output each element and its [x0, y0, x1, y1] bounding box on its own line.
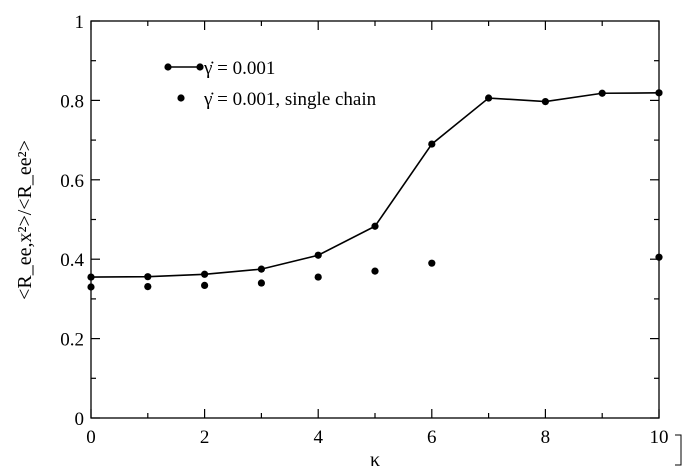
x-tick-label: 4	[313, 427, 323, 448]
series-2-point	[371, 267, 379, 275]
series-2-point	[144, 282, 152, 291]
series-1-point	[541, 97, 550, 106]
series-2-point	[87, 283, 95, 291]
legend-marker-right	[196, 63, 204, 71]
x-tick-label: 0	[86, 427, 96, 448]
axis-ticks: 0 2 4 6 8 10 0 0.2 0.4 0.6 0.8 1	[60, 12, 668, 448]
legend: γ̇ = 0.001 γ̇ = 0.001, single chain	[164, 58, 377, 110]
series-1-point	[257, 265, 265, 273]
y-tick-label: 0	[75, 409, 85, 430]
x-axis-label: κ	[370, 449, 380, 470]
series-1-point	[144, 273, 152, 281]
series-2-point	[655, 253, 663, 261]
y-tick-label: 0.4	[60, 250, 84, 271]
series-1-point	[428, 140, 436, 148]
series-1-point	[314, 251, 322, 259]
series-1-point	[201, 270, 209, 278]
series-1-point	[485, 94, 493, 102]
series-2-point	[201, 281, 209, 290]
series-2-point	[314, 273, 322, 281]
legend-label-series-2: γ̇ = 0.001, single chain	[203, 89, 377, 110]
series-layer	[87, 89, 663, 291]
y-axis-label: <R_ee,x²>/<R_ee²>	[14, 140, 36, 300]
series-1-point	[655, 89, 663, 97]
series-1-point	[371, 222, 379, 230]
legend-marker-left	[164, 63, 172, 71]
plot-frame	[90, 20, 660, 419]
x-tick-label: 10	[650, 427, 669, 448]
series-1-point	[87, 273, 95, 281]
series-1-line	[90, 92, 660, 278]
legend-label-series-1: γ̇ = 0.001	[203, 58, 275, 79]
series-2-point	[428, 259, 436, 267]
y-tick-label: 0.8	[60, 91, 84, 112]
x-tick-label: 8	[541, 427, 551, 448]
cropped-edge-mark	[675, 434, 682, 466]
series-2-point	[257, 279, 265, 287]
y-tick-label: 0.6	[60, 171, 84, 192]
y-tick-label: 0.2	[60, 330, 84, 351]
legend-marker-series-2	[177, 94, 185, 102]
x-tick-label: 2	[200, 427, 210, 448]
x-tick-label: 6	[427, 427, 437, 448]
series-1-point	[598, 89, 606, 97]
y-tick-label: 1	[75, 12, 85, 33]
